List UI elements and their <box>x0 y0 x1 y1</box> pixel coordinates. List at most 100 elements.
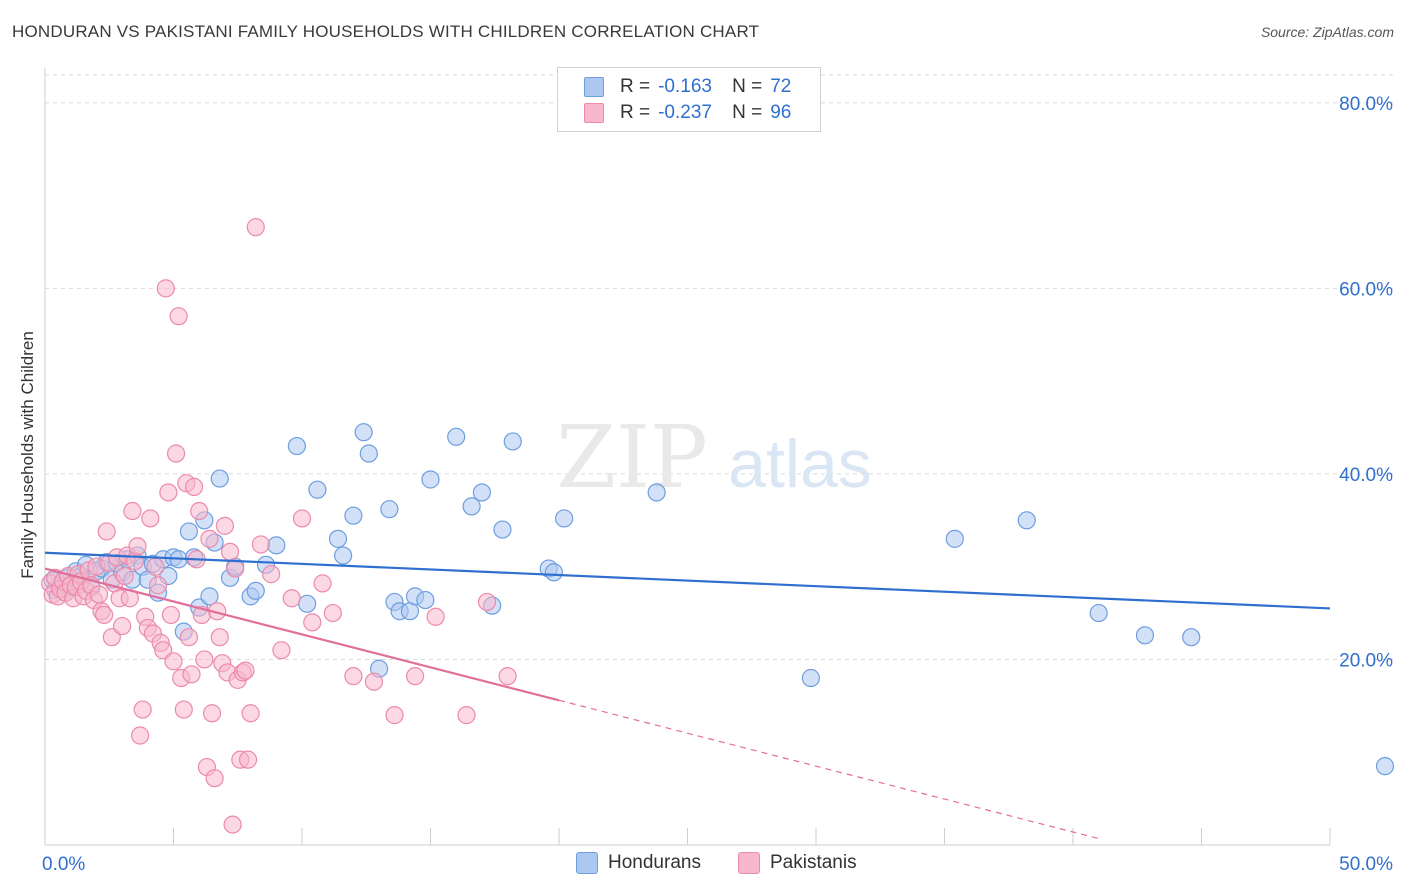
honduran-point <box>472 483 491 502</box>
n-label: N = <box>732 76 763 97</box>
legend-row-hondurans: R = -0.163 N = 72 <box>584 75 791 99</box>
honduran-point <box>179 522 199 541</box>
pakistanis-legend-label: Pakistanis <box>770 852 857 873</box>
pakistani-point <box>323 603 342 623</box>
pakistani-point <box>161 605 181 625</box>
n-label: N = <box>732 102 763 123</box>
honduran-point <box>1017 511 1036 530</box>
pakistani-point <box>313 574 332 593</box>
pakistani-point <box>128 537 147 556</box>
honduran-point <box>544 563 563 582</box>
pakistanis-swatch <box>584 103 604 123</box>
pakistani-point <box>220 542 240 561</box>
pakistani-point <box>251 535 270 554</box>
pakistani-point <box>159 483 178 502</box>
honduran-point <box>380 500 399 519</box>
source-label: Source: ZipAtlas.com <box>1260 24 1394 40</box>
honduran-point <box>210 469 229 488</box>
honduran-point <box>1375 757 1395 776</box>
pakistani-point <box>498 667 517 686</box>
honduran-point <box>298 594 317 613</box>
pakistani-point <box>202 704 222 723</box>
pakistani-point <box>215 516 234 535</box>
y-tick-label: 60.0% <box>1339 279 1393 300</box>
y-tick-label: 40.0% <box>1339 465 1393 486</box>
honduran-point <box>328 529 348 548</box>
pakistani-point <box>95 605 114 625</box>
pakistani-point <box>125 552 145 571</box>
pakistani-point <box>246 218 265 237</box>
honduran-point <box>334 546 353 565</box>
bottom-legend-hondurans[interactable]: Hondurans <box>576 852 701 874</box>
pakistani-point <box>102 628 121 647</box>
honduran-point <box>801 668 820 688</box>
pakistani-point <box>179 628 199 647</box>
pakistani-point <box>241 704 260 723</box>
honduran-point <box>344 506 363 525</box>
chart-title: HONDURAN VS PAKISTANI FAMILY HOUSEHOLDS … <box>12 22 760 41</box>
honduran-point <box>200 587 219 606</box>
y-tick-label: 80.0% <box>1339 94 1393 115</box>
pakistani-point <box>130 726 150 745</box>
r-label: R = <box>620 102 651 123</box>
pakistani-point <box>115 566 134 586</box>
pakistani-point <box>364 672 384 691</box>
pakistani-point <box>112 616 132 636</box>
pakistani-point <box>184 477 204 497</box>
hondurans-n-value: 72 <box>770 76 792 97</box>
honduran-point <box>1135 626 1155 645</box>
pakistani-point <box>238 750 258 769</box>
pakistani-point <box>148 576 168 595</box>
honduran-point <box>1182 628 1201 647</box>
pakistani-point <box>303 613 322 632</box>
pakistani-point <box>182 665 201 684</box>
pakistani-point <box>169 307 188 326</box>
pakistani-point <box>226 559 245 578</box>
pakistani-point <box>262 565 281 584</box>
pakistani-point <box>97 522 116 541</box>
pakistani-point <box>344 667 363 686</box>
pakistani-point <box>426 607 445 626</box>
x-tick-label-max: 50.0% <box>1339 854 1393 875</box>
pakistanis-legend-swatch <box>738 852 760 874</box>
pakistani-point <box>146 557 165 576</box>
honduran-point <box>945 529 964 548</box>
honduran-point <box>555 509 574 528</box>
pakistani-point <box>156 279 175 298</box>
pakistanis-trend-line <box>44 567 560 702</box>
bottom-legend-pakistanis[interactable]: Pakistanis <box>738 852 857 874</box>
honduran-point <box>493 520 512 539</box>
honduran-point <box>287 436 306 456</box>
honduran-point <box>421 470 440 489</box>
pakistani-point <box>205 769 224 788</box>
pakistani-point <box>190 501 209 521</box>
pakistani-point <box>166 444 186 463</box>
x-tick-label-min: 0.0% <box>42 854 85 875</box>
r-label: R = <box>620 76 651 97</box>
pakistani-point <box>89 585 109 604</box>
honduran-point <box>267 536 286 555</box>
honduran-point <box>359 444 378 463</box>
pakistani-point <box>133 700 152 719</box>
pakistani-point <box>210 628 229 647</box>
pakistani-point <box>385 706 404 725</box>
correlation-legend: R = -0.163 N = 72 R = -0.237 N = 96 <box>557 67 821 132</box>
honduran-point <box>246 581 265 600</box>
hondurans-r-value: -0.163 <box>658 76 712 97</box>
honduran-point <box>308 480 327 499</box>
pakistani-point <box>236 661 255 680</box>
honduran-point <box>503 432 522 451</box>
pakistani-point <box>477 592 497 612</box>
hondurans-legend-label: Hondurans <box>608 852 701 873</box>
y-axis-label: Family Households with Children <box>18 331 37 579</box>
pakistanis-r-value: -0.237 <box>658 102 712 123</box>
pakistani-point <box>272 641 291 660</box>
pakistani-point <box>141 509 160 528</box>
legend-row-pakistanis: R = -0.237 N = 96 <box>584 101 791 125</box>
honduran-point <box>647 483 666 502</box>
pakistani-point <box>405 667 425 686</box>
watermark-zip: ZIP <box>556 408 708 508</box>
honduran-point <box>1089 603 1108 623</box>
pakistani-point <box>282 589 301 608</box>
